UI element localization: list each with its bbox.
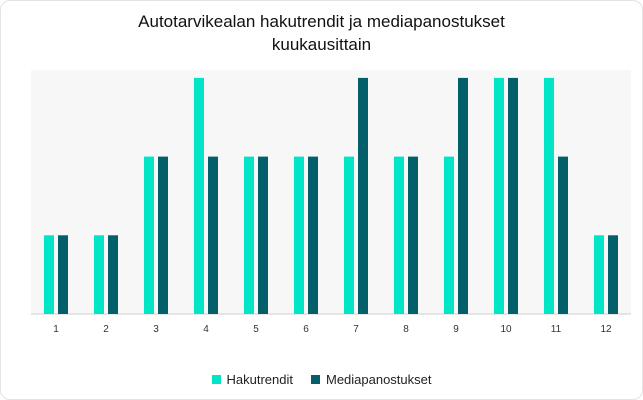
bar-hakutrendit-4[interactable] (194, 77, 204, 315)
x-tick-label-11: 11 (551, 324, 562, 335)
bar-hakutrendit-12[interactable] (594, 235, 604, 314)
bar-hakutrendit-11[interactable] (544, 77, 554, 315)
legend-swatch-hakutrendit (211, 375, 221, 384)
bar-hakutrendit-7[interactable] (344, 156, 354, 314)
chart-legend: Hakutrendit Mediapanostukset (0, 372, 643, 387)
bar-mediapanostukset-1[interactable] (58, 235, 68, 314)
bar-hakutrendit-2[interactable] (94, 235, 104, 314)
bar-mediapanostukset-12[interactable] (608, 235, 618, 314)
x-tick-label-12: 12 (600, 324, 612, 335)
bar-mediapanostukset-2[interactable] (108, 235, 118, 314)
legend-item-mediapanostukset[interactable]: Mediapanostukset (310, 372, 432, 387)
bar-mediapanostukset-10[interactable] (508, 77, 518, 315)
bar-hakutrendit-6[interactable] (294, 156, 304, 314)
legend-label-mediapanostukset: Mediapanostukset (325, 372, 432, 387)
x-tick-label-1: 1 (53, 324, 59, 335)
chart-title-line-2: kuukausittain (271, 35, 372, 54)
chart-title-line-1: Autotarvikealan hakutrendit ja mediapano… (138, 12, 505, 31)
bar-mediapanostukset-5[interactable] (258, 156, 268, 314)
bar-hakutrendit-5[interactable] (244, 156, 254, 314)
legend-swatch-mediapanostukset (310, 375, 320, 384)
plot-area (31, 70, 631, 314)
x-tick-label-3: 3 (153, 324, 159, 335)
x-tick-label-9: 9 (453, 324, 459, 335)
bar-mediapanostukset-3[interactable] (158, 156, 168, 314)
x-tick-label-10: 10 (500, 324, 512, 335)
x-tick-label-5: 5 (253, 324, 259, 335)
legend-label-hakutrendit: Hakutrendit (226, 372, 293, 387)
legend-item-hakutrendit[interactable]: Hakutrendit (211, 372, 293, 387)
x-tick-label-7: 7 (353, 324, 359, 335)
bar-mediapanostukset-11[interactable] (558, 156, 568, 314)
bar-mediapanostukset-6[interactable] (308, 156, 318, 314)
x-tick-label-8: 8 (403, 324, 409, 335)
bar-hakutrendit-10[interactable] (494, 77, 504, 315)
bar-hakutrendit-9[interactable] (444, 156, 454, 314)
bar-mediapanostukset-7[interactable] (358, 77, 368, 315)
bar-mediapanostukset-4[interactable] (208, 156, 218, 314)
x-tick-label-6: 6 (303, 324, 309, 335)
chart-title: Autotarvikealan hakutrendit ja mediapano… (0, 10, 643, 56)
bar-hakutrendit-3[interactable] (144, 156, 154, 314)
x-tick-label-4: 4 (203, 324, 209, 335)
bar-mediapanostukset-9[interactable] (458, 77, 468, 315)
bar-hakutrendit-1[interactable] (44, 235, 54, 314)
bar-mediapanostukset-8[interactable] (408, 156, 418, 314)
x-tick-label-2: 2 (103, 324, 109, 335)
bar-hakutrendit-8[interactable] (394, 156, 404, 314)
